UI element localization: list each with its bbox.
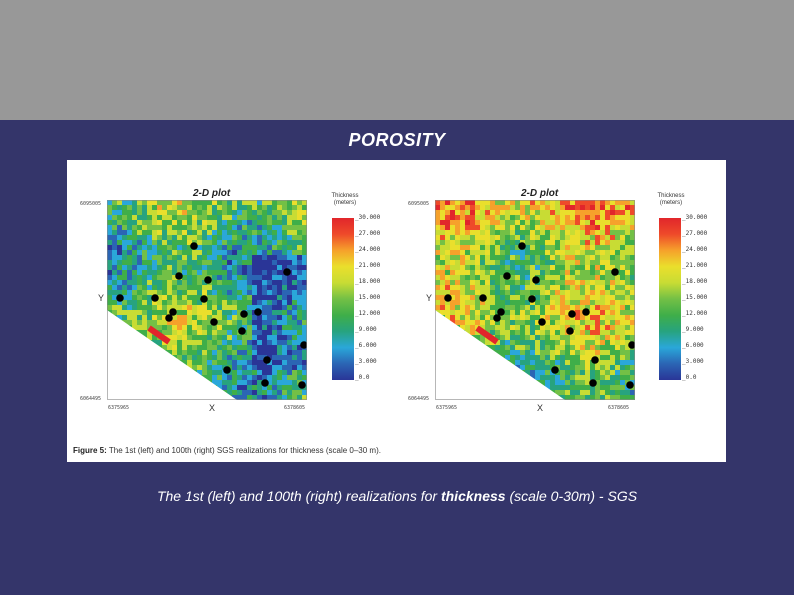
right-x-left-label: 6375965 bbox=[436, 405, 458, 411]
colorbar-tick-label: _0.0 bbox=[682, 374, 697, 381]
caption-tail: SGS bbox=[607, 488, 638, 504]
colorbar-tick-label: _6.000 bbox=[682, 342, 704, 349]
right-thickness-map bbox=[435, 200, 635, 400]
left-x-axis-label: X bbox=[209, 403, 216, 413]
left-colorbar-ticks: _30.000 _27.000 _24.000 _21.000 _18.000 _15.0… bbox=[355, 214, 395, 381]
left-x-right-label: 6378605 bbox=[284, 405, 306, 411]
colorbar-tick-label: _18.000 bbox=[355, 278, 381, 285]
figure-caption: Figure 5: The 1st (left) and 100th (righ… bbox=[73, 446, 381, 455]
colorbar-tick-label: _30.000 bbox=[355, 214, 381, 221]
colorbar-tick-label: _12.000 bbox=[682, 310, 708, 317]
colorbar-tick-label: _0.0 bbox=[355, 374, 370, 381]
left-x-left-label: 6375965 bbox=[108, 405, 130, 411]
figure-caption-label: Figure 5: bbox=[73, 446, 107, 455]
right-x-right-label: 6378605 bbox=[608, 405, 630, 411]
colorbar-tick-label: _24.000 bbox=[682, 246, 708, 253]
colorbar-tick-label: _12.000 bbox=[355, 310, 381, 317]
colorbar-tick-label: _21.000 bbox=[355, 262, 381, 269]
left-colorbar bbox=[332, 218, 354, 380]
colorbar-tick-label: _3.000 bbox=[682, 358, 704, 365]
colorbar-tick-label: _21.000 bbox=[682, 262, 708, 269]
colorbar-tick-label: _27.000 bbox=[682, 230, 708, 237]
right-colorbar-ticks: _30.000 _27.000 _24.000 _21.000 _18.000 _15.0… bbox=[682, 214, 722, 381]
colorbar-tick-label: _6.000 bbox=[355, 342, 377, 349]
right-legend-title: Thickness (meters) bbox=[657, 193, 685, 206]
left-panel: 2-D plot 6095005 6064495 6375965 6378605… bbox=[67, 160, 397, 430]
colorbar-tick-label: _3.000 bbox=[355, 358, 377, 365]
colorbar-tick-label: _27.000 bbox=[355, 230, 381, 237]
left-thickness-map bbox=[107, 200, 307, 400]
caption-prefix: The 1st (left) and 100th (right) realiza… bbox=[156, 488, 441, 504]
caption-mid: (scale 0-30m) - bbox=[505, 488, 608, 504]
colorbar-tick-label: _30.000 bbox=[682, 214, 708, 221]
right-plot-title: 2-D plot bbox=[521, 188, 559, 199]
left-y-top-label: 6095005 bbox=[80, 201, 102, 207]
right-y-top-label: 6095005 bbox=[408, 201, 430, 207]
right-panel: 2-D plot 6095005 6064495 6375965 6378605… bbox=[395, 160, 726, 430]
figure-caption-text: The 1st (left) and 100th (right) SGS rea… bbox=[106, 446, 381, 455]
left-legend-title: Thickness (meters) bbox=[331, 193, 359, 206]
colorbar-tick-label: _15.000 bbox=[682, 294, 708, 301]
colorbar-tick-label: _15.000 bbox=[355, 294, 381, 301]
right-colorbar bbox=[659, 218, 681, 380]
slide-caption: The 1st (left) and 100th (right) realiza… bbox=[0, 488, 794, 504]
left-plot-title: 2-D plot bbox=[193, 188, 231, 199]
top-banner bbox=[0, 0, 794, 120]
left-y-axis-label: Y bbox=[98, 293, 105, 303]
slide-title: POROSITY bbox=[348, 130, 446, 150]
figure: 2-D plot 6095005 6064495 6375965 6378605… bbox=[67, 160, 726, 462]
left-y-bottom-label: 6064495 bbox=[80, 396, 102, 402]
colorbar-tick-label: _18.000 bbox=[682, 278, 708, 285]
right-y-bottom-label: 6064495 bbox=[408, 396, 430, 402]
colorbar-tick-label: _24.000 bbox=[355, 246, 381, 253]
caption-bold: thickness bbox=[440, 488, 506, 504]
colorbar-tick-label: _9.000 bbox=[682, 326, 704, 333]
right-x-axis-label: X bbox=[537, 403, 544, 413]
colorbar-tick-label: _9.000 bbox=[355, 326, 377, 333]
right-y-axis-label: Y bbox=[426, 293, 433, 303]
